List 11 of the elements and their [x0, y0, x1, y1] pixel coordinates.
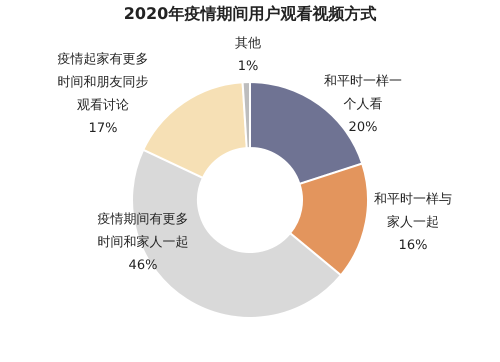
slice-label: 和平时一样一个人看: [323, 73, 403, 114]
data-label: 46%: [128, 257, 158, 275]
data-label: 20%: [348, 119, 378, 137]
data-label: 16%: [398, 237, 428, 255]
chart-title: 2020年疫情期间用户观看视频方式: [122, 4, 378, 25]
slice-label: 其他: [234, 35, 262, 53]
slice-label: 疫情期间有更多时间和家人一起: [96, 211, 190, 252]
slice-label: 疫情起家有更多时间和朋友同步观看讨论: [56, 51, 150, 115]
data-label: 17%: [88, 120, 118, 138]
slice-label: 和平时一样与家人一起: [373, 191, 453, 232]
data-label: 1%: [236, 58, 260, 76]
